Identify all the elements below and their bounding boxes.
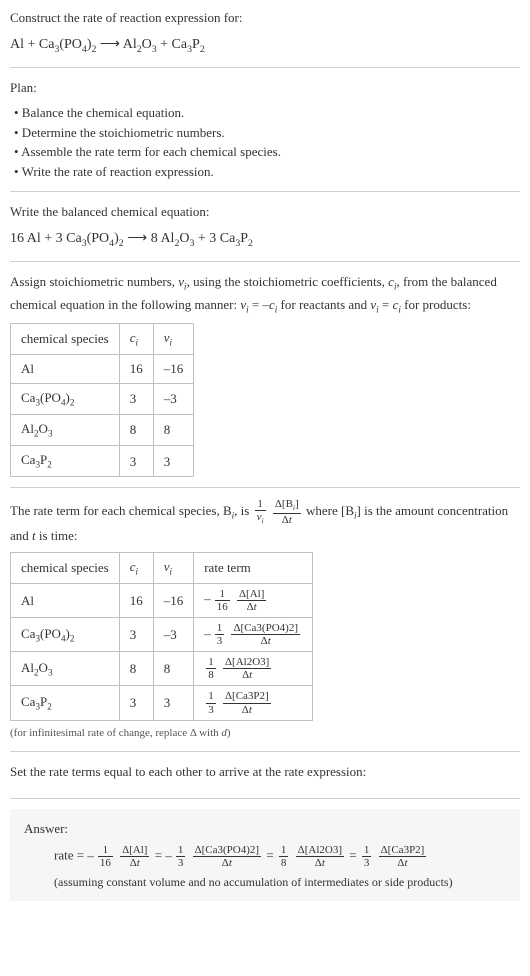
nu-cell: –3 (153, 618, 194, 652)
stoich-desc: Assign stoichiometric numbers, νi, using… (10, 272, 520, 316)
col-c: ci (119, 323, 153, 354)
table-row: Al2O3 8 8 18 Δ[Al2O3]Δt (11, 652, 313, 686)
fraction: 1νi (255, 498, 266, 526)
eq-rhs: Al2O3 + Ca3P2 (123, 37, 205, 52)
plan-bullet-1: • Balance the chemical equation. (10, 103, 520, 123)
fraction: Δ[Bi]Δt (273, 498, 301, 526)
nu-cell: –16 (153, 355, 194, 384)
rate-expression-title: Set the rate terms equal to each other t… (10, 762, 520, 782)
col-nu: νi (153, 552, 194, 583)
answer-rate-expression: rate = –116 Δ[Al]Δt = –13 Δ[Ca3(PO4)2]Δt… (24, 844, 506, 869)
rate-cell: –116 Δ[Al]Δt (194, 583, 313, 617)
c-cell: 3 (119, 446, 153, 477)
rate-cell: 18 Δ[Al2O3]Δt (194, 652, 313, 686)
nu-cell: 3 (153, 686, 194, 720)
species-cell: Al2O3 (11, 414, 120, 445)
c-cell: 8 (119, 414, 153, 445)
section-stoich-numbers: Assign stoichiometric numbers, νi, using… (10, 272, 520, 488)
col-nu: νi (153, 323, 194, 354)
arrow-icon: ⟶ (127, 231, 151, 246)
table-row: Ca3(PO4)2 3 –3 (11, 383, 194, 414)
plan-bullet-2: • Determine the stoichiometric numbers. (10, 123, 520, 143)
construct-title: Construct the rate of reaction expressio… (10, 8, 520, 28)
col-rate: rate term (194, 552, 313, 583)
section-plan: Plan: • Balance the chemical equation. •… (10, 78, 520, 193)
species-cell: Al (11, 355, 120, 384)
species-cell: Ca3P2 (11, 446, 120, 477)
rate-term-table: chemical species ci νi rate term Al 16 –… (10, 552, 313, 721)
nu-cell: –3 (153, 383, 194, 414)
nu-cell: 8 (153, 414, 194, 445)
species-cell: Ca3(PO4)2 (11, 618, 120, 652)
eq-lhs: Al + Ca3(PO4)2 (10, 37, 96, 52)
table-row: Ca3(PO4)2 3 –3 –13 Δ[Ca3(PO4)2]Δt (11, 618, 313, 652)
nu-cell: 3 (153, 446, 194, 477)
species-cell: Al (11, 583, 120, 617)
col-species: chemical species (11, 323, 120, 354)
c-cell: 8 (119, 652, 153, 686)
section-balanced: Write the balanced chemical equation: 16… (10, 202, 520, 262)
balanced-equation: 16 Al + 3 Ca3(PO4)2 ⟶ 8 Al2O3 + 3 Ca3P2 (10, 228, 520, 251)
c-cell: 16 (119, 583, 153, 617)
arrow-icon: ⟶ (100, 37, 123, 52)
answer-assumption-note: (assuming constant volume and no accumul… (24, 873, 506, 891)
rate-cell: –13 Δ[Ca3(PO4)2]Δt (194, 618, 313, 652)
plan-bullet-4: • Write the rate of reaction expression. (10, 162, 520, 182)
c-cell: 3 (119, 383, 153, 414)
species-cell: Ca3P2 (11, 686, 120, 720)
plan-title: Plan: (10, 78, 520, 98)
rate-term-desc: The rate term for each chemical species,… (10, 498, 520, 545)
section-rate-terms: The rate term for each chemical species,… (10, 498, 520, 752)
col-species: chemical species (11, 552, 120, 583)
c-cell: 3 (119, 686, 153, 720)
answer-label: Answer: (24, 819, 506, 839)
table-row: Ca3P2 3 3 13 Δ[Ca3P2]Δt (11, 686, 313, 720)
table-header-row: chemical species ci νi rate term (11, 552, 313, 583)
nu-cell: –16 (153, 583, 194, 617)
plan-bullet-3: • Assemble the rate term for each chemic… (10, 142, 520, 162)
rate-cell: 13 Δ[Ca3P2]Δt (194, 686, 313, 720)
table-row: Al 16 –16 (11, 355, 194, 384)
nu-cell: 8 (153, 652, 194, 686)
table-row: Al2O3 8 8 (11, 414, 194, 445)
table-row: Ca3P2 3 3 (11, 446, 194, 477)
table-row: Al 16 –16 –116 Δ[Al]Δt (11, 583, 313, 617)
answer-box: Answer: rate = –116 Δ[Al]Δt = –13 Δ[Ca3(… (10, 809, 520, 902)
section-construct: Construct the rate of reaction expressio… (10, 8, 520, 68)
balanced-title: Write the balanced chemical equation: (10, 202, 520, 222)
stoich-table-1: chemical species ci νi Al 16 –16 Ca3(PO4… (10, 323, 194, 477)
species-cell: Ca3(PO4)2 (11, 383, 120, 414)
unbalanced-equation: Al + Ca3(PO4)2 ⟶ Al2O3 + Ca3P2 (10, 34, 520, 57)
c-cell: 16 (119, 355, 153, 384)
c-cell: 3 (119, 618, 153, 652)
table-header-row: chemical species ci νi (11, 323, 194, 354)
section-rate-expression: Set the rate terms equal to each other t… (10, 762, 520, 799)
species-cell: Al2O3 (11, 652, 120, 686)
infinitesimal-note: (for infinitesimal rate of change, repla… (10, 725, 520, 742)
col-c: ci (119, 552, 153, 583)
